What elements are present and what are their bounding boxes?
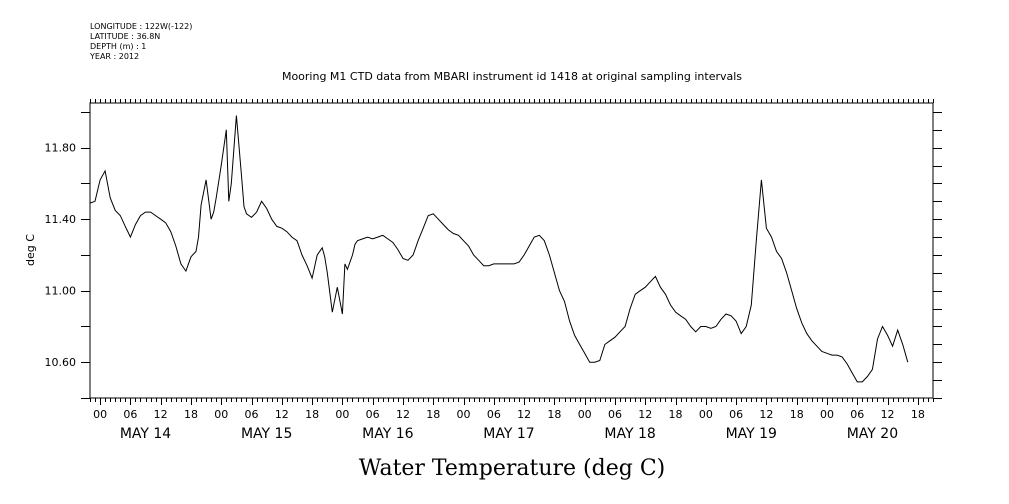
plot-frame [89,102,934,399]
y-tick-label: 11.40 [45,213,77,226]
meta-depth: DEPTH (m) : 1 [90,42,147,51]
y-axis-label: deg C [24,234,37,266]
x-tick-label: 06 [608,408,622,421]
x-tick-label: 12 [275,408,289,421]
x-tick-label: 00 [214,408,228,421]
meta-year: YEAR : 2012 [90,52,140,61]
x-tick-label: 06 [245,408,259,421]
x-tick-label: 12 [396,408,410,421]
x-day-label: MAY 16 [362,426,413,442]
x-tick-label: 06 [487,408,501,421]
y-tick-labels: 10.60 11.00 11.40 11.80 [45,142,77,370]
x-tick-label: 18 [426,408,440,421]
x-tick-label: 00 [457,408,471,421]
series-line-water-temperature [89,115,909,383]
x-day-label: MAY 18 [604,426,655,442]
metadata-block: LONGITUDE : 122W(-122) LATITUDE : 36.8N … [90,22,192,62]
x-tick-label: 00 [699,408,713,421]
y-tick-label: 11.80 [45,142,77,155]
tick-layer [81,99,942,405]
x-tick-label: 06 [366,408,380,421]
x-tick-label: 18 [184,408,198,421]
x-tick-label: 06 [850,408,864,421]
x-tick-label: 00 [93,408,107,421]
x-day-label: MAY 20 [847,426,898,442]
meta-longitude: LONGITUDE : 122W(-122) [90,22,193,31]
x-tick-label: 18 [790,408,804,421]
x-tick-label: 18 [669,408,683,421]
chart-title: Mooring M1 CTD data from MBARI instrumen… [282,70,742,83]
x-tick-label: 06 [729,408,743,421]
meta-latitude: LATITUDE : 36.8N [90,32,161,41]
x-tick-label: 00 [820,408,834,421]
x-tick-label: 18 [305,408,319,421]
y-tick-label: 11.00 [45,285,77,298]
x-tick-label: 12 [638,408,652,421]
chart-subtitle: Water Temperature (deg C) [359,456,666,481]
x-tick-label: 06 [123,408,137,421]
x-tick-label: 00 [578,408,592,421]
x-tick-label: 12 [154,408,168,421]
x-day-label: MAY 19 [726,426,777,442]
y-tick-label: 10.60 [45,356,77,369]
x-tick-label: 12 [881,408,895,421]
x-tick-label: 18 [911,408,925,421]
x-tick-label: 12 [759,408,773,421]
x-tick-label: 18 [547,408,561,421]
x-day-label: MAY 17 [483,426,534,442]
x-tick-labels: 00 06 12 18 00 06 12 18 00 06 12 18 00 06 12 18 00 06 12 18… [93,408,925,421]
day-labels: MAY 14 MAY 15 MAY 16 MAY 17 MAY 18 MAY 19 MAY … [120,426,898,442]
x-tick-label: 00 [335,408,349,421]
x-tick-label: 12 [517,408,531,421]
x-day-label: MAY 14 [120,426,171,442]
x-day-label: MAY 15 [241,426,292,442]
